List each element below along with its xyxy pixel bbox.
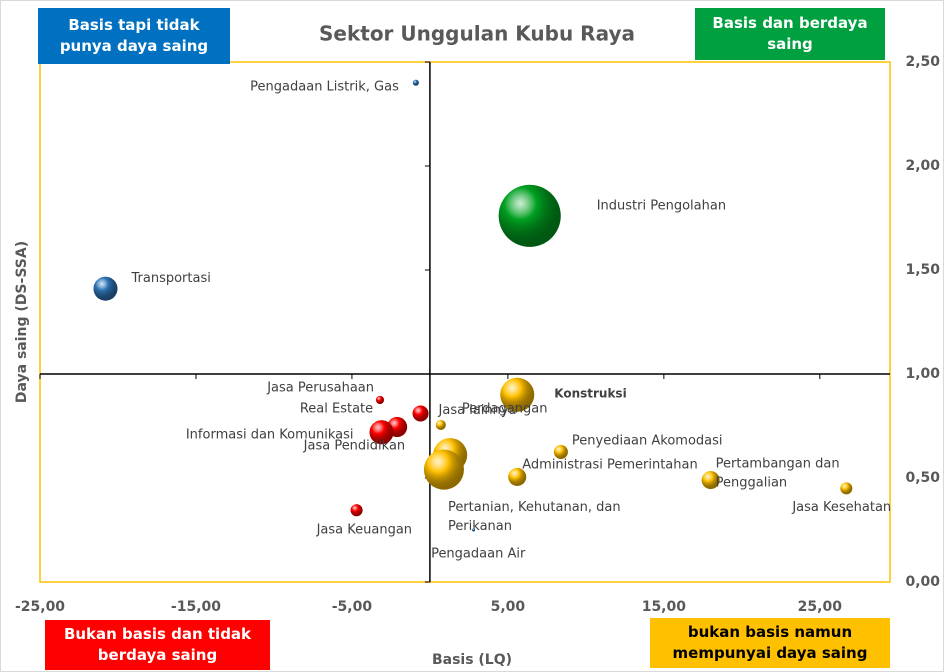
quadrant-box <box>45 620 270 670</box>
bubble <box>376 396 384 404</box>
quadrant-box <box>695 8 885 60</box>
point-label: Industri Pengolahan <box>597 198 726 213</box>
x-tick-label: 15,00 <box>642 599 687 615</box>
quadrant-label: berdaya saing <box>98 646 217 664</box>
quadrant-box <box>650 618 890 668</box>
point-label: Jasa Perusahaan <box>266 381 374 396</box>
y-tick-label: 1,50 <box>905 262 940 278</box>
point-label: Pengadaan Listrik, Gas <box>250 79 399 94</box>
point-label: Penyediaan Akomodasi <box>572 434 723 449</box>
point-label: Transportasi <box>131 271 211 286</box>
point-label: Pertambangan dan <box>716 457 840 472</box>
point-label: Pengadaan Air <box>431 547 526 562</box>
plot-frame <box>39 61 891 583</box>
bubble <box>435 419 446 430</box>
quadrant-label: mempunyai daya saing <box>673 644 868 662</box>
bubble <box>472 528 476 532</box>
bubble <box>500 377 535 412</box>
y-tick-label: 0,00 <box>905 574 940 590</box>
x-tick-label: -5,00 <box>332 599 373 615</box>
quadrant-label: saing <box>767 35 813 53</box>
y-tick-label: 2,50 <box>905 54 940 70</box>
quadrant-label: Basis dan berdaya <box>712 14 867 32</box>
point-label: Perdagangan <box>462 401 548 416</box>
quadrant-label: Bukan basis dan tidak <box>64 625 252 643</box>
point-label: Penggalian <box>716 476 788 491</box>
point-label: Jasa Kesehatan <box>791 500 891 515</box>
bubble <box>350 504 363 517</box>
point-label: Perikanan <box>448 519 512 534</box>
bubble <box>423 449 464 490</box>
x-tick-label: -25,00 <box>15 599 65 615</box>
bubble <box>412 79 419 86</box>
y-axis-label: Daya saing (DS-SSA) <box>14 241 30 403</box>
point-label: Konstruksi <box>554 386 626 400</box>
x-axis-label: Basis (LQ) <box>432 652 512 668</box>
point-label: Administrasi Pemerintahan <box>522 457 697 472</box>
point-label: Jasa Keuangan <box>316 523 412 538</box>
x-tick-label: 5,00 <box>491 599 526 615</box>
bubble <box>369 420 394 445</box>
point-label: Informasi dan Komunikasi <box>186 428 354 443</box>
x-tick-label: 25,00 <box>798 599 843 615</box>
point-label: Jasa lainnya <box>438 403 517 418</box>
point-label: Real Estate <box>300 402 373 417</box>
bubble <box>508 467 527 486</box>
bubble <box>553 445 568 459</box>
bubble <box>840 482 853 495</box>
x-tick-label: -15,00 <box>171 599 221 615</box>
y-tick-label: 1,00 <box>905 366 940 382</box>
quadrant-label: bukan basis namun <box>688 623 852 641</box>
y-tick-label: 0,50 <box>905 470 940 486</box>
bubble <box>498 184 561 247</box>
bubble <box>701 471 720 490</box>
point-label: Jasa Pendidikan <box>303 439 406 454</box>
chart-title: Sektor Unggulan Kubu Raya <box>319 22 635 46</box>
quadrant-box <box>38 8 230 64</box>
quadrant-label: Basis tapi tidak <box>68 16 200 34</box>
bubble <box>412 405 429 422</box>
y-tick-label: 2,00 <box>905 158 940 174</box>
point-label: Pertanian, Kehutanan, dan <box>448 500 621 515</box>
bubble <box>93 276 118 301</box>
quadrant-label: punya daya saing <box>60 37 208 55</box>
